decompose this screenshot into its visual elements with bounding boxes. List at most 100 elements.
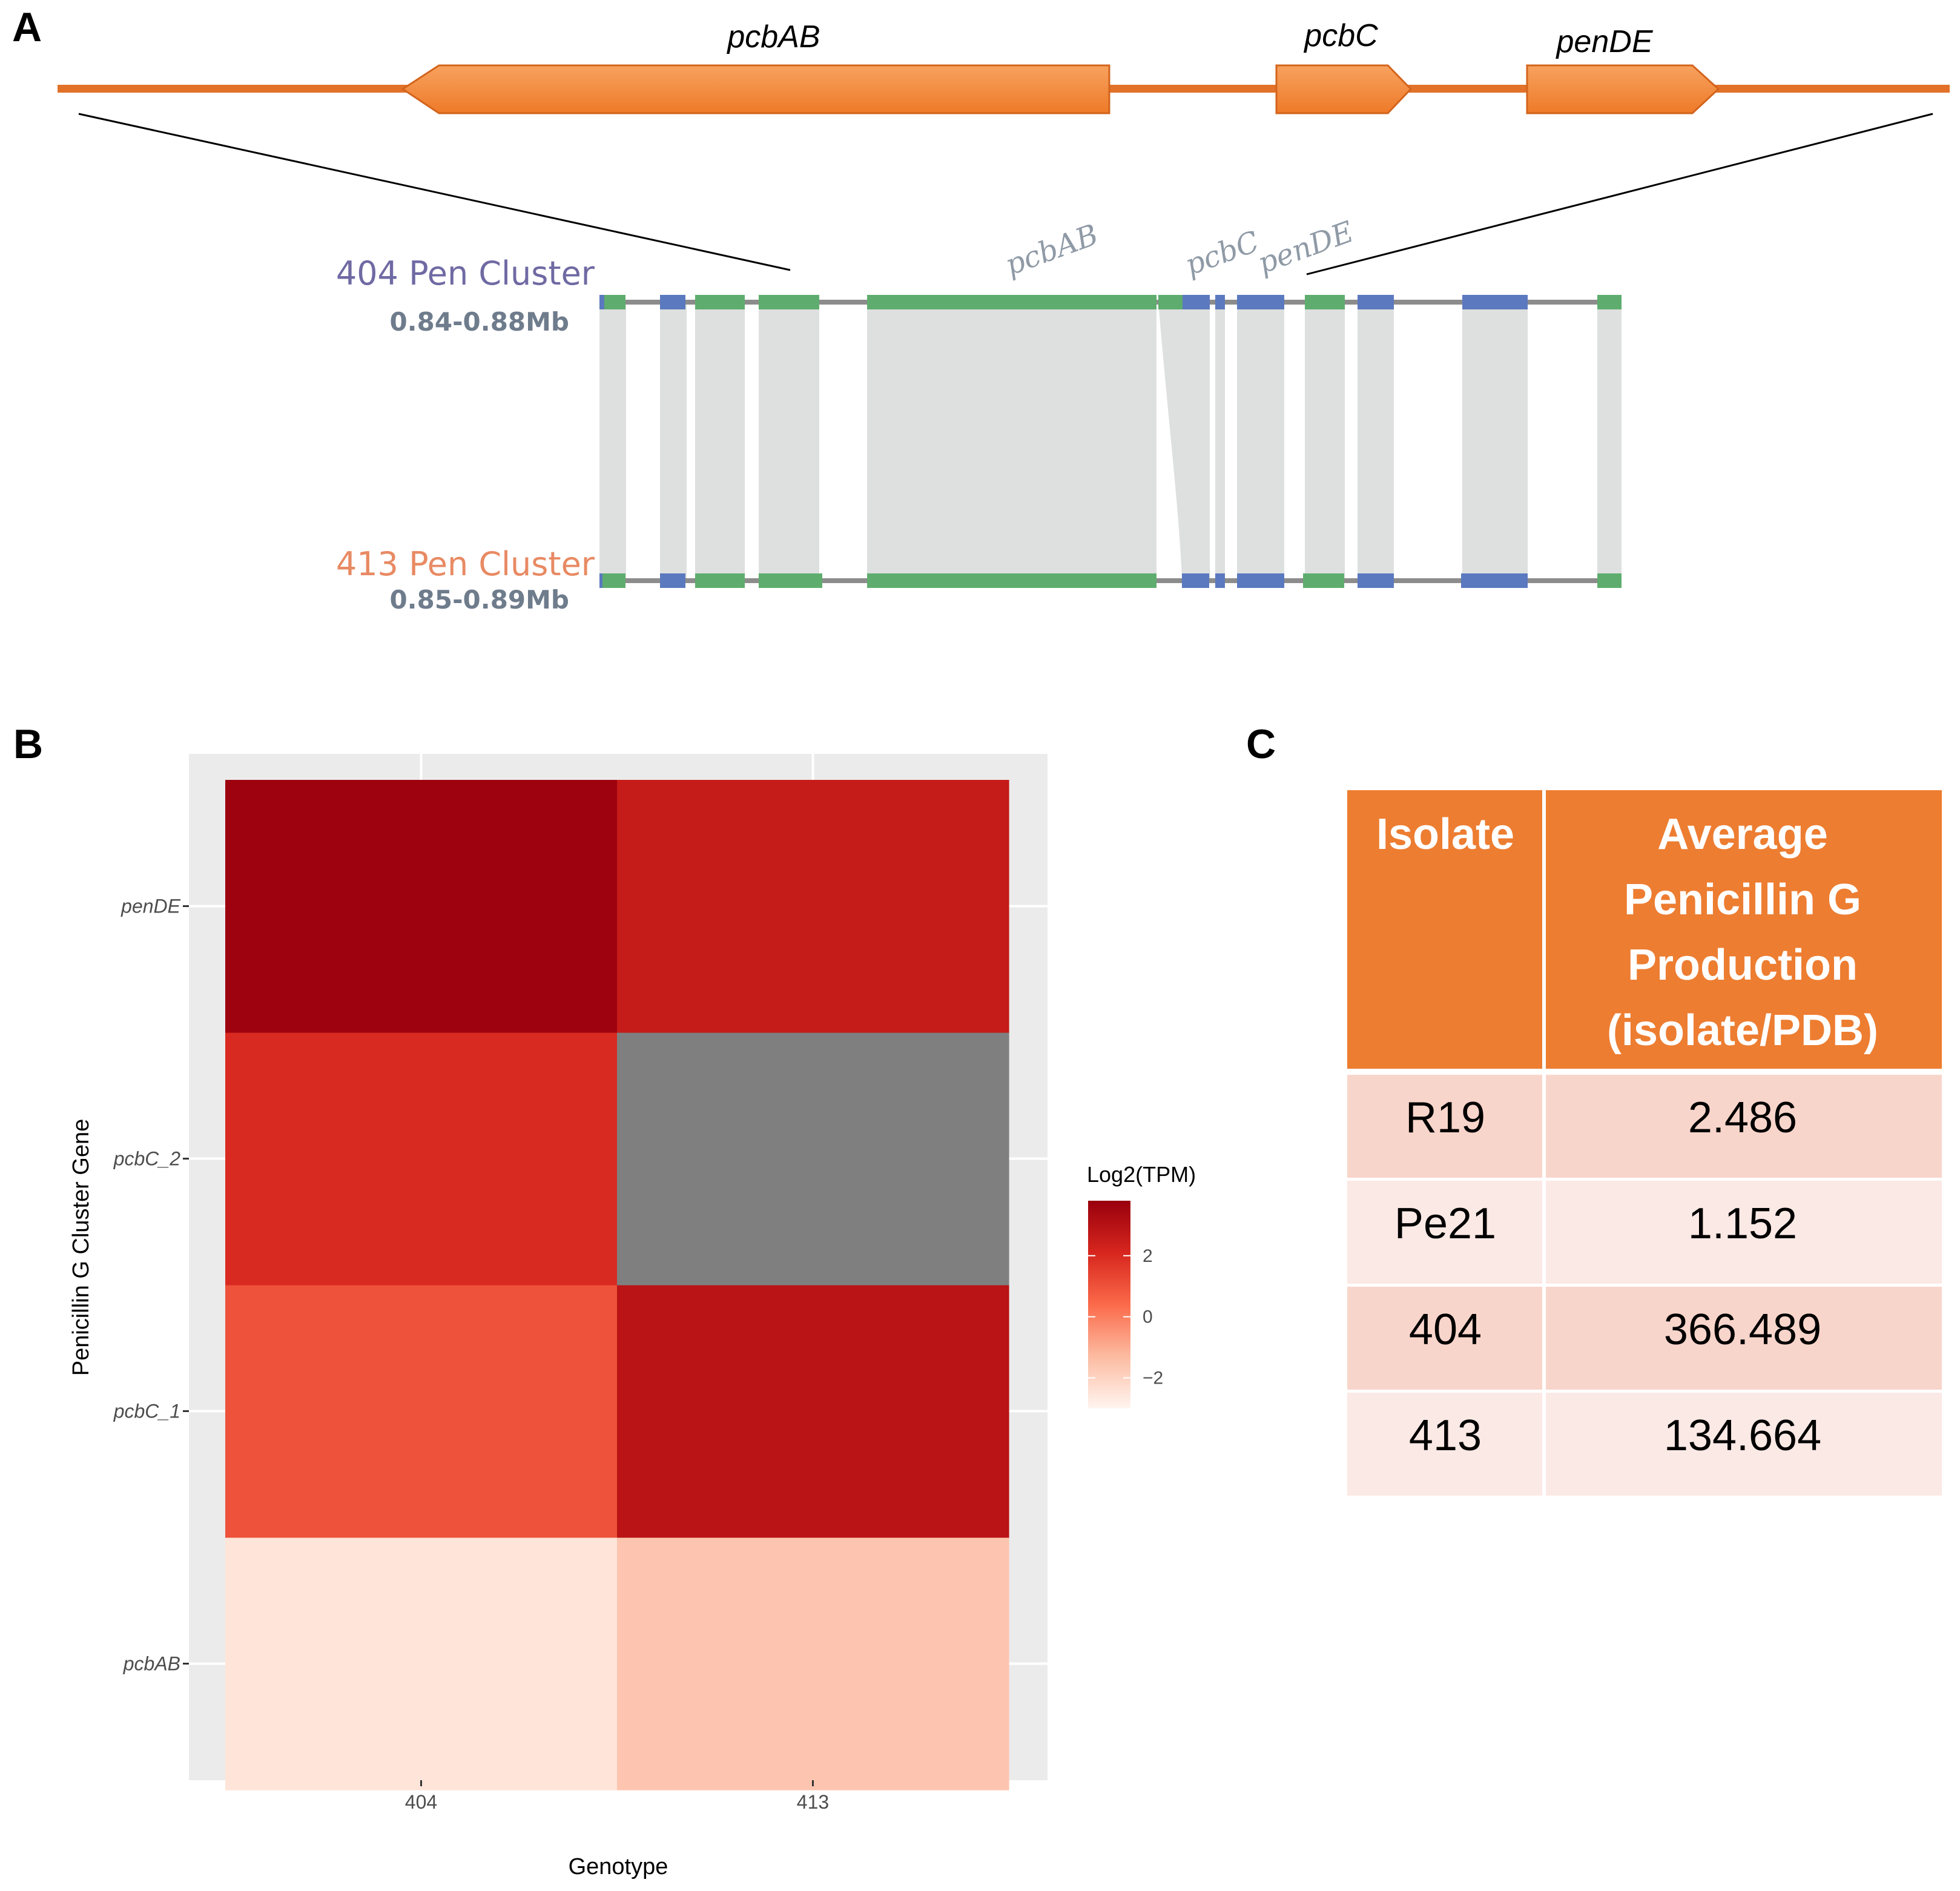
synteny-link [1215, 303, 1225, 580]
block-green [759, 573, 822, 588]
heatmap-cell-pcbC_2-404 [225, 1032, 618, 1285]
block-green [1158, 295, 1183, 309]
y-tick-label: pcbC_2 [113, 1148, 181, 1170]
table-row [1347, 1287, 1942, 1390]
gene-map: pcbAB pcbC penDE [58, 18, 1950, 114]
synteny-link [1237, 303, 1284, 580]
synteny-annotation-pcbAB: pcbAB [1001, 218, 1103, 283]
synteny-link [1305, 303, 1345, 580]
synteny-link [1597, 303, 1622, 580]
block-blue [1183, 295, 1210, 309]
panel-a-label: A [12, 4, 42, 50]
block-green [695, 295, 745, 309]
block-green [601, 295, 625, 309]
bottom-cluster-range: 0.85-0.89Mb [389, 585, 569, 615]
block-blue [1358, 295, 1394, 309]
heatmap-x-axis: 404 413 [405, 1780, 829, 1813]
table-cell-production: 2.486 [1688, 1094, 1797, 1142]
table-row [1347, 1075, 1942, 1178]
table-cell-isolate: 404 [1409, 1305, 1482, 1354]
block-blue [599, 573, 604, 588]
y-tick-label: pcbC_1 [113, 1401, 180, 1422]
synteny-link [1183, 303, 1210, 580]
block-blue [1461, 573, 1528, 588]
table-header-separator [1347, 1069, 1942, 1075]
block-blue [599, 295, 604, 309]
legend-tick-label: 0 [1143, 1307, 1153, 1327]
synteny-annotation-penDE: penDE [1253, 215, 1358, 281]
block-green-pcbAB [867, 573, 1157, 588]
table-cell-production: 1.152 [1688, 1200, 1797, 1248]
synteny-link [867, 303, 1157, 580]
synteny-link [695, 303, 745, 580]
panel-c-label: C [1246, 721, 1276, 767]
block-blue [1237, 573, 1284, 588]
block-green [695, 573, 745, 588]
block-blue [660, 573, 685, 588]
table-cell-isolate: R19 [1405, 1094, 1485, 1142]
gene-label-penDE: penDE [1556, 24, 1654, 59]
synteny-link [660, 303, 687, 580]
table-header-row [1347, 790, 1942, 1069]
heatmap-cell-pcbC_1-404 [225, 1285, 618, 1538]
block-blue [1215, 295, 1225, 309]
table-header-isolate: Isolate [1376, 810, 1514, 859]
legend-ticks: 2 0 −2 [1088, 1246, 1163, 1388]
table-header-production-line-1: Average [1657, 810, 1828, 859]
zoom-line-left [78, 113, 791, 271]
synteny-link [599, 303, 626, 580]
synteny-link [759, 303, 819, 580]
table-header-production-line-3: Production [1628, 941, 1858, 989]
x-tick-label: 404 [405, 1791, 437, 1813]
y-axis-title: Penicillin G Cluster Gene [68, 1119, 94, 1376]
gene-arrow-pcbAB [401, 64, 1110, 114]
synteny-annotation-pcbC: pcbC [1181, 225, 1264, 282]
block-green [602, 573, 625, 588]
bottom-cluster-blocks [599, 573, 1622, 588]
heatmap-y-axis: pcbAB pcbC_1 pcbC_2 penDE [113, 896, 189, 1675]
heatmap-cells [225, 780, 1009, 1790]
bottom-cluster-label: 413 Pen Cluster [336, 545, 595, 583]
table-row [1347, 1181, 1942, 1284]
legend-tick-label: −2 [1143, 1368, 1163, 1388]
gene-label-pcbC: pcbC [1303, 18, 1378, 53]
block-blue [1237, 295, 1284, 309]
legend-tick-label: 2 [1143, 1246, 1153, 1266]
table-header-production-line-2: Penicillin G [1624, 876, 1861, 924]
synteny-link [1358, 303, 1394, 580]
table-cell-production: 366.489 [1664, 1305, 1821, 1354]
table-cell-isolate: 413 [1409, 1411, 1482, 1460]
table-header-production-line-4: (isolate/PDB) [1607, 1006, 1878, 1055]
color-legend: Log2(TPM) 2 0 −2 [1087, 1162, 1196, 1408]
synteny-plot: 404 Pen Cluster 0.84-0.88Mb 413 Pen Clus… [336, 215, 1622, 615]
synteny-link [1462, 303, 1528, 580]
table-cell-isolate: Pe21 [1394, 1200, 1496, 1248]
x-tick-label: 413 [797, 1791, 829, 1813]
panel-b-label: B [13, 721, 43, 767]
x-axis-title: Genotype [569, 1854, 668, 1879]
block-blue [1358, 573, 1394, 588]
table-cell-production: 134.664 [1664, 1411, 1821, 1460]
synteny-links [599, 303, 1622, 580]
y-tick-label: penDE [120, 896, 181, 917]
table-row [1347, 1393, 1942, 1496]
heatmap-cell-pcbC_2-413 [617, 1032, 1009, 1285]
block-green [1597, 295, 1622, 309]
zoom-line-right [1306, 113, 1933, 276]
block-green [759, 295, 819, 309]
block-blue [1215, 573, 1225, 588]
heatmap-cell-pcbAB-413 [617, 1537, 1009, 1790]
heatmap-cell-penDE-404 [225, 780, 618, 1033]
block-blue [1462, 295, 1528, 309]
production-table: Isolate Average Penicillin G Production … [1347, 790, 1942, 1496]
block-blue [1182, 573, 1209, 588]
block-green [1303, 573, 1344, 588]
top-cluster-label: 404 Pen Cluster [336, 254, 595, 292]
legend-colorbar [1088, 1201, 1130, 1408]
top-cluster-blocks [599, 295, 1622, 309]
block-green-pcbAB [867, 295, 1157, 309]
block-green [1305, 295, 1345, 309]
legend-title: Log2(TPM) [1087, 1162, 1196, 1187]
heatmap-cell-penDE-413 [617, 780, 1009, 1033]
